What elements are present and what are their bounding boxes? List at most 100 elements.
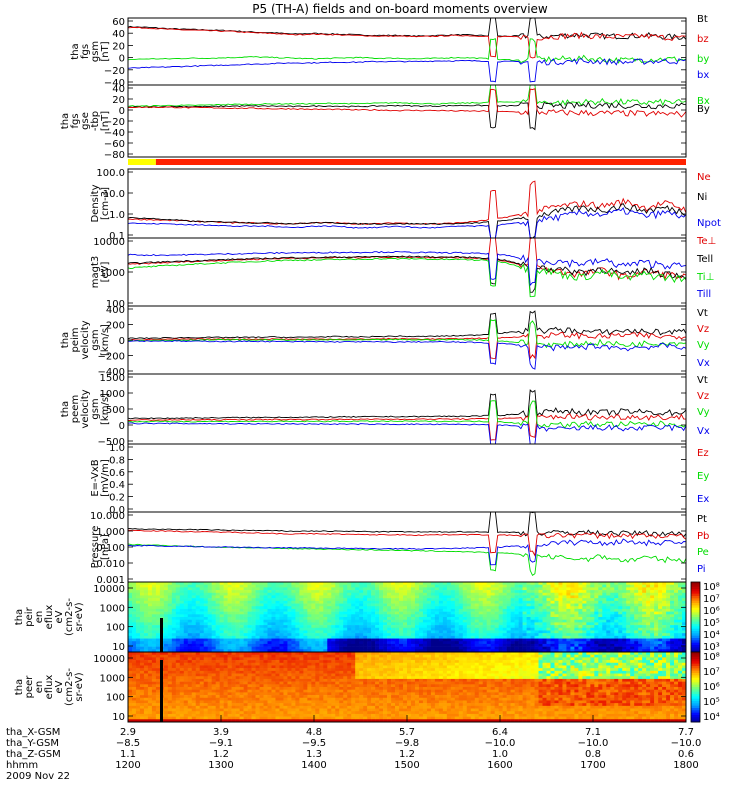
heatmap-cell <box>203 678 209 682</box>
heatmap-cell <box>275 630 280 634</box>
heatmap-cell <box>351 584 356 588</box>
heatmap-cell <box>207 608 212 612</box>
heatmap-cell <box>562 619 567 623</box>
heatmap-cell <box>630 630 635 634</box>
heatmap-cell <box>219 611 224 615</box>
heatmap-cell <box>407 630 412 634</box>
heatmap-cell <box>135 660 141 664</box>
heatmap-cell <box>458 587 464 591</box>
heatmap-cell <box>155 668 161 672</box>
heatmap-cell <box>638 643 643 647</box>
heatmap-cell <box>454 643 460 647</box>
heatmap-cell <box>295 641 300 645</box>
heatmap-cell <box>271 592 276 596</box>
heatmap-cell <box>163 619 169 623</box>
heatmap-cell <box>466 638 472 642</box>
heatmap-cell <box>434 643 440 647</box>
heatmap-cell <box>347 587 352 591</box>
heatmap-cell <box>462 595 468 599</box>
y-tick-label: −40 <box>104 78 125 89</box>
heatmap-cell <box>586 638 591 642</box>
heatmap-cell <box>442 592 448 596</box>
heatmap-cell <box>518 600 523 604</box>
heatmap-cell <box>574 625 579 629</box>
heatmap-cell <box>243 630 248 634</box>
heatmap-cell <box>542 617 547 620</box>
heatmap-cell <box>418 627 424 631</box>
heatmap-cell <box>331 643 336 647</box>
heatmap-cell <box>638 582 643 585</box>
heatmap-cell <box>323 584 328 588</box>
heatmap-cell <box>179 611 185 615</box>
heatmap-cell <box>630 638 635 642</box>
heatmap-cell <box>279 619 284 623</box>
heatmap-cell <box>215 608 220 612</box>
heatmap-cell <box>251 595 256 599</box>
heatmap-cell <box>191 657 197 661</box>
colorbar-cell <box>691 591 700 595</box>
heatmap-cell <box>343 611 348 615</box>
heatmap-cell <box>231 617 236 620</box>
heatmap-cell <box>163 689 169 693</box>
heatmap-cell <box>407 608 412 612</box>
heatmap-cell <box>227 603 232 607</box>
heatmap-cell <box>670 614 675 618</box>
heatmap-cell <box>654 590 659 594</box>
heatmap-cell <box>175 603 181 607</box>
heatmap-cell <box>135 689 141 693</box>
heatmap-cell <box>446 641 452 645</box>
heatmap-cell <box>239 598 244 602</box>
heatmap-cell <box>506 638 511 642</box>
heatmap-cell <box>171 695 177 699</box>
heatmap-cell <box>678 635 683 639</box>
heatmap-cell <box>414 587 420 591</box>
heatmap-cell <box>450 611 456 615</box>
heatmap-cell <box>135 662 141 666</box>
heatmap-cell <box>598 643 603 647</box>
heatmap-cell <box>510 606 515 610</box>
heatmap-cell <box>454 611 460 615</box>
heatmap-cell <box>211 614 216 618</box>
heatmap-cell <box>506 633 511 637</box>
heatmap-cell <box>291 625 296 629</box>
heatmap-cell <box>163 603 169 607</box>
heatmap-cell <box>674 619 679 623</box>
heatmap-cell <box>163 719 169 723</box>
heatmap-cell <box>666 635 671 639</box>
heatmap-cell <box>614 638 619 642</box>
colorbar-cell <box>691 640 700 644</box>
heatmap-cell <box>259 603 264 607</box>
legend-label: Vy <box>697 340 710 351</box>
heatmap-cell <box>175 638 181 642</box>
heatmap-cell <box>371 608 376 612</box>
heatmap-cell <box>199 678 205 682</box>
heatmap-cell <box>490 592 495 596</box>
heatmap-cell <box>167 630 173 634</box>
heatmap-cell <box>219 692 224 696</box>
heatmap-cell <box>482 603 488 607</box>
heatmap-cell <box>682 611 687 615</box>
heatmap-cell <box>131 638 137 642</box>
heatmap-cell <box>562 641 567 645</box>
heatmap-cell <box>227 697 232 701</box>
heatmap-cell <box>494 617 499 620</box>
heatmap-cell <box>546 643 551 647</box>
heatmap-cell <box>275 703 280 707</box>
heatmap-cell <box>311 582 316 585</box>
heatmap-cell <box>179 625 185 629</box>
heatmap-cell <box>171 657 177 661</box>
heatmap-cell <box>239 649 244 653</box>
heatmap-cell <box>622 608 627 612</box>
heatmap-cell <box>135 598 141 602</box>
heatmap-cell <box>371 595 376 599</box>
heatmap-cell <box>442 600 448 604</box>
heatmap-cell <box>203 654 209 658</box>
heatmap-cell <box>279 676 284 680</box>
legend-label: Vz <box>697 324 709 335</box>
heatmap-cell <box>259 617 264 620</box>
heatmap-cell <box>163 668 169 672</box>
heatmap-cell <box>379 638 384 642</box>
heatmap-cell <box>666 649 671 653</box>
heatmap-cell <box>474 600 480 604</box>
heatmap-cell <box>243 625 248 629</box>
